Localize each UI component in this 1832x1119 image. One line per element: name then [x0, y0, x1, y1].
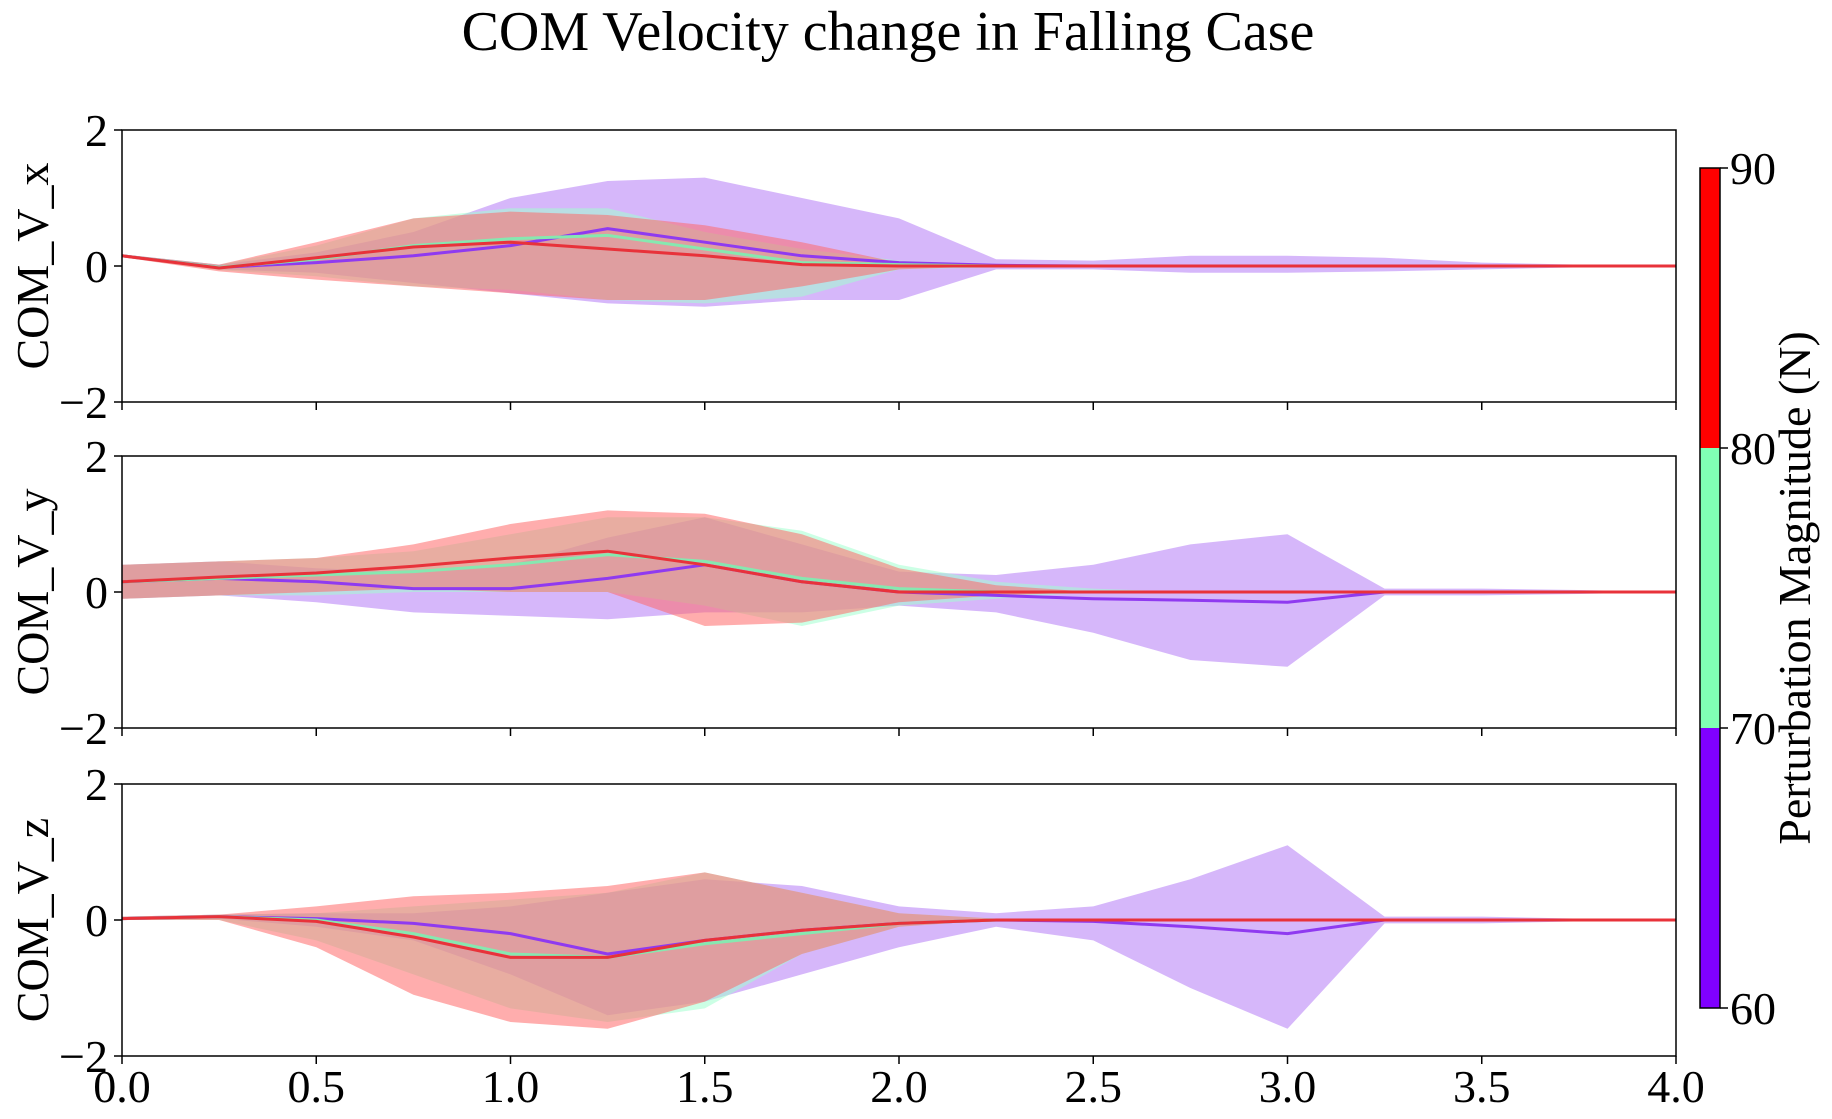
colorbar-segment	[1700, 168, 1720, 448]
band-80-90	[122, 510, 1676, 626]
colorbar-tick-label: 90	[1730, 143, 1776, 194]
colorbar-tick-label: 80	[1730, 423, 1776, 474]
y-axis-label: COM_V_z	[7, 818, 58, 1022]
y-tick-label: −2	[59, 1031, 108, 1082]
band-60-70	[122, 845, 1676, 1029]
y-tick-label: 0	[85, 895, 108, 946]
x-tick-label: 1.5	[676, 1061, 734, 1112]
colorbar-label: Perturbation Magnitude (N)	[1769, 331, 1820, 845]
figure-title: COM Velocity change in Falling Case	[462, 1, 1315, 63]
y-tick-label: 0	[85, 241, 108, 292]
y-tick-label: 2	[85, 105, 108, 156]
y-tick-label: 0	[85, 567, 108, 618]
panel-3: 2 0 −20.0 0.5 1.0 1.5 2.0 2.5 3.0 3.5 4.0 COM_V_z	[7, 759, 1705, 1112]
x-tick-label: 2.5	[1065, 1061, 1123, 1112]
y-tick-label: 2	[85, 431, 108, 482]
y-axis-label: COM_V_x	[7, 162, 58, 369]
x-tick-label: 3.0	[1259, 1061, 1317, 1112]
colorbar-tick-label: 60	[1730, 983, 1776, 1034]
colorbar-frame	[1699, 167, 1721, 1009]
mean-line-80-90	[121, 240, 1676, 270]
band-80-90	[122, 211, 1676, 300]
mean-line-80-90	[121, 915, 1676, 959]
y-tick-label: −2	[59, 703, 108, 754]
x-tick-label: 1.0	[482, 1061, 540, 1112]
mean-line-80-90	[121, 549, 1676, 594]
y-tick-label: −2	[59, 377, 108, 428]
x-tick-label: 0.0	[93, 1061, 151, 1112]
colorbar-segment	[1700, 728, 1720, 1008]
colorbar-tick-label: 70	[1730, 703, 1776, 754]
x-tick-label: 2.0	[870, 1061, 928, 1112]
y-tick-label: 2	[85, 759, 108, 810]
colorbar-ticks: 60 70 80 90	[1720, 143, 1776, 1034]
colorbar: 60 70 80 90 Perturbation Magnitude (N)	[1699, 143, 1820, 1034]
colorbar-segment	[1700, 448, 1720, 728]
x-tick-label: 3.5	[1453, 1061, 1511, 1112]
colorbar-segments	[1700, 168, 1720, 1008]
x-tick-label: 0.5	[288, 1061, 346, 1112]
band-80-90	[122, 872, 1676, 1029]
y-axis-label: COM_V_y	[7, 488, 58, 695]
x-tick-label: 4.0	[1647, 1061, 1705, 1112]
